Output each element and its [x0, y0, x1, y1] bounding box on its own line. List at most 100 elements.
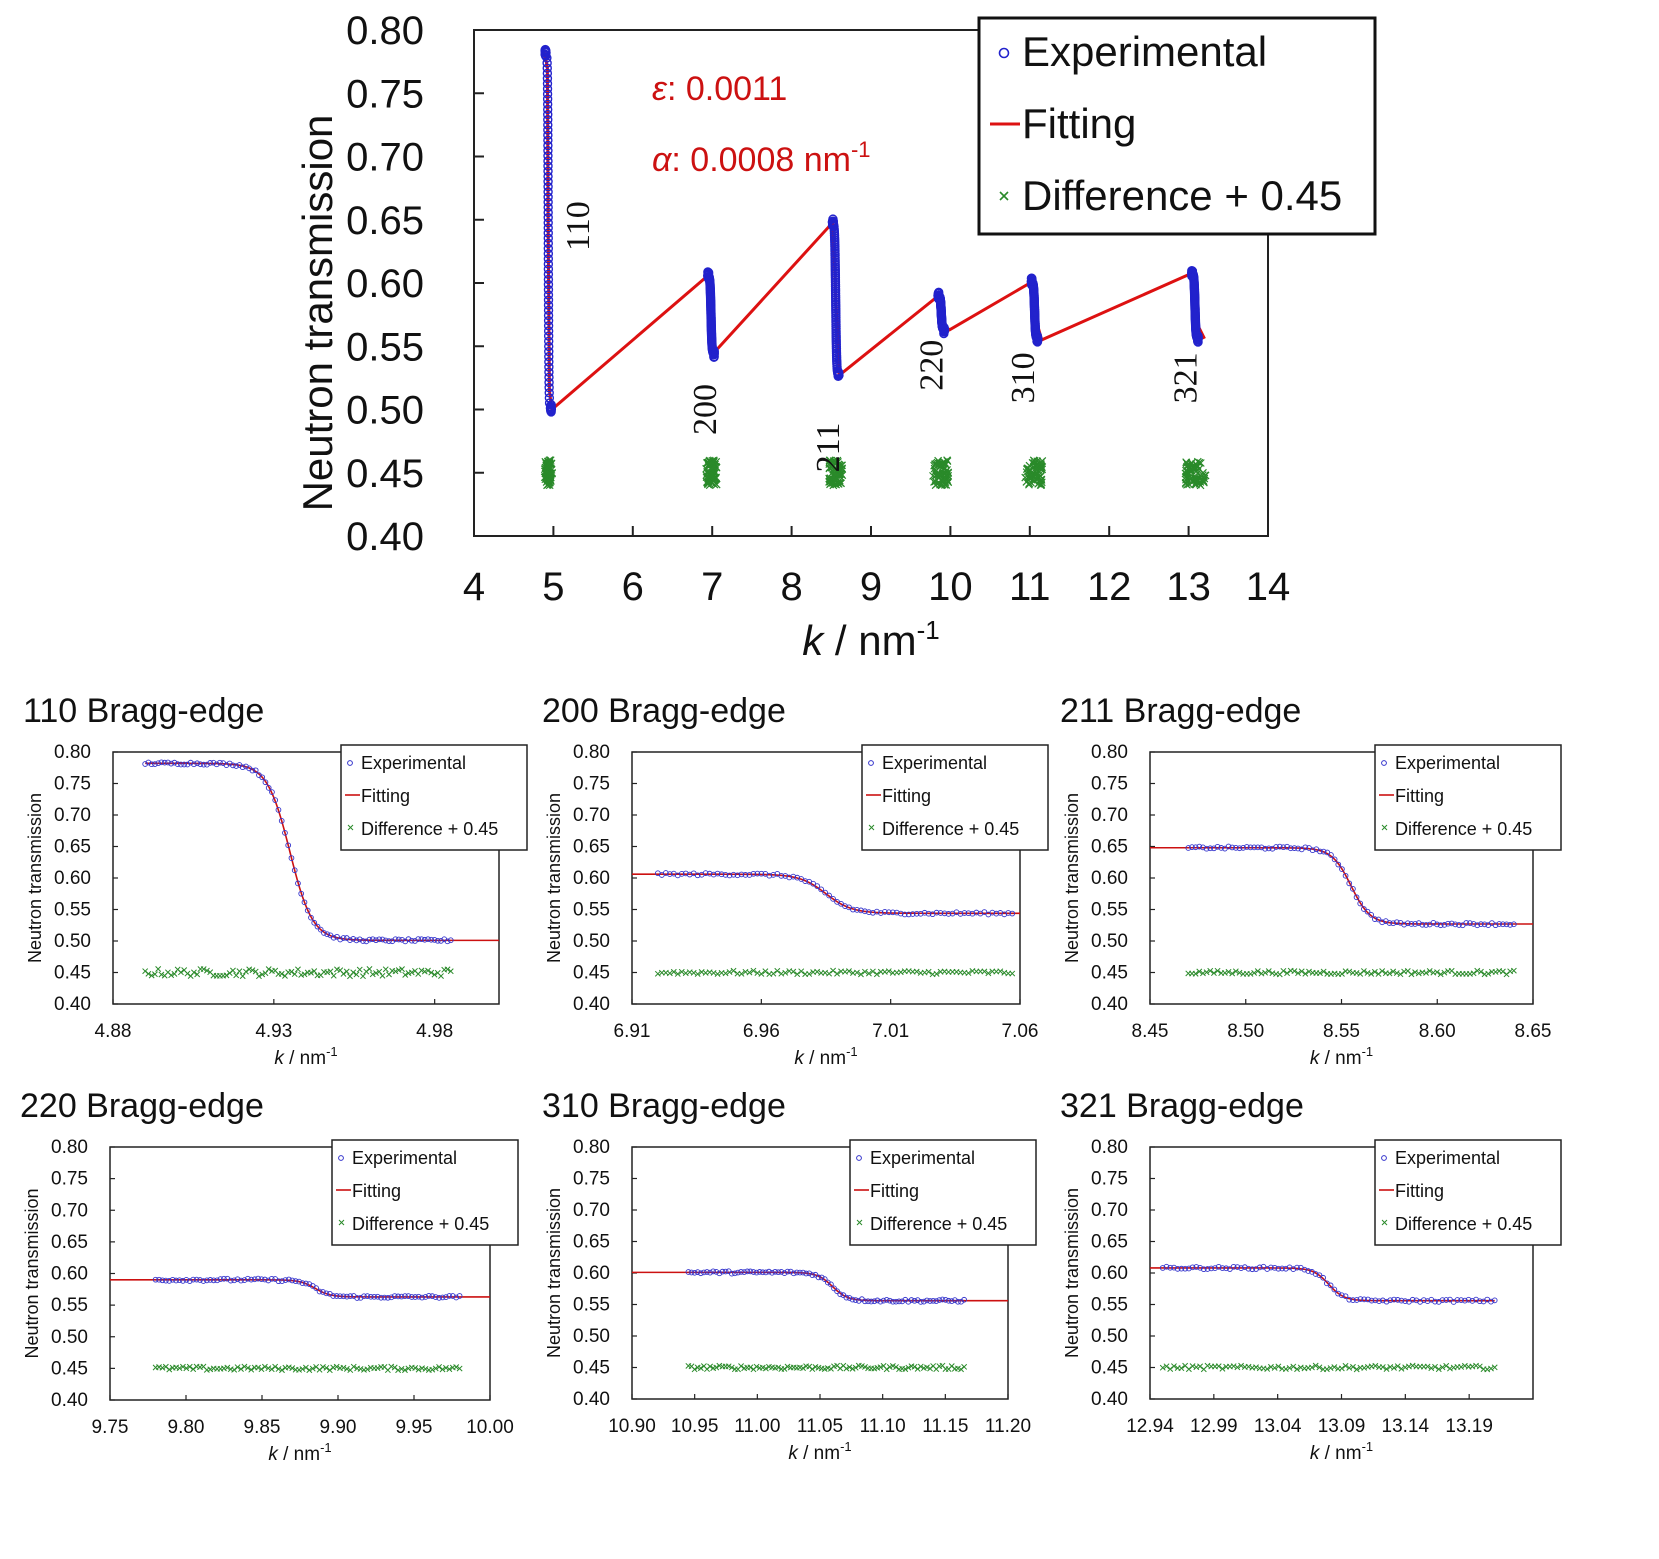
experimental-point — [744, 1268, 751, 1275]
experimental-point — [1408, 921, 1415, 927]
experimental-point — [248, 1276, 255, 1283]
difference-point — [770, 970, 777, 977]
experimental-point — [1276, 843, 1283, 850]
experimental-point — [1317, 848, 1323, 855]
experimental-point — [369, 936, 376, 943]
experimental-point — [543, 182, 553, 192]
difference-point — [1424, 1363, 1431, 1370]
difference-point — [762, 968, 769, 975]
experimental-series — [1159, 1263, 1498, 1305]
experimental-point — [905, 1298, 912, 1305]
x-axis-label: k / nm-1 — [794, 1044, 857, 1069]
difference-point — [1446, 1365, 1453, 1372]
x-axis-label-unit: / nm — [284, 1048, 326, 1069]
experimental-point — [381, 1294, 388, 1301]
experimental-point — [815, 1274, 822, 1281]
experimental-point — [320, 1289, 326, 1295]
experimental-point — [766, 872, 773, 879]
experimental-point — [291, 867, 298, 874]
experimental-point — [885, 909, 892, 916]
experimental-point — [388, 1294, 395, 1301]
difference-point — [148, 972, 155, 979]
experimental-point — [1491, 1297, 1498, 1304]
difference-point — [327, 968, 334, 975]
difference-point — [837, 461, 846, 470]
difference-point — [1342, 1362, 1349, 1369]
difference-point — [762, 1365, 769, 1372]
difference-point — [1443, 1362, 1450, 1369]
experimental-point — [1412, 921, 1418, 927]
difference-point — [436, 1363, 443, 1370]
difference-point — [965, 970, 972, 977]
difference-point — [1415, 970, 1422, 977]
difference-point — [798, 968, 805, 975]
experimental-point — [874, 1297, 881, 1304]
experimental-point — [1320, 1274, 1326, 1281]
experimental-point — [207, 760, 214, 766]
experimental-point — [197, 761, 204, 768]
y-tick-label: 0.70 — [51, 1200, 88, 1221]
difference-point — [194, 971, 201, 978]
difference-point — [934, 473, 942, 482]
difference-point — [981, 968, 988, 975]
difference-series — [152, 1363, 463, 1374]
experimental-point — [939, 328, 949, 339]
y-tick-label: 0.50 — [51, 1327, 88, 1348]
experimental-point — [1219, 1265, 1226, 1271]
experimental-point — [1437, 922, 1444, 929]
experimental-point — [1204, 1266, 1211, 1272]
x-tick-label: 12 — [1087, 565, 1132, 609]
experimental-point — [886, 1297, 893, 1304]
experimental-point — [379, 936, 386, 943]
difference-point — [1323, 1366, 1330, 1373]
experimental-point — [1361, 1296, 1368, 1303]
experimental-point — [1240, 845, 1247, 851]
legend-label-difference: Difference + 0.45 — [1395, 819, 1532, 839]
experimental-point — [159, 1277, 166, 1284]
experimental-point — [901, 911, 908, 918]
experimental-point — [1178, 1265, 1185, 1272]
difference-point — [1394, 1363, 1401, 1370]
difference-point — [545, 469, 554, 477]
plot-area — [142, 759, 499, 980]
legend: Experimental Fitting Difference + 0.45 — [1374, 744, 1562, 851]
difference-point — [265, 1365, 272, 1372]
experimental-point — [316, 1288, 323, 1295]
difference-point — [343, 968, 350, 975]
legend-label-difference: Difference + 0.45 — [1395, 1214, 1532, 1234]
x-tick-label: 9.80 — [168, 1417, 205, 1438]
difference-point — [1265, 968, 1272, 975]
experimental-point — [1481, 921, 1488, 928]
experimental-point — [371, 1293, 378, 1300]
experimental-point — [732, 1270, 738, 1277]
experimental-point — [543, 243, 554, 254]
difference-point — [350, 1363, 357, 1370]
experimental-point — [1284, 843, 1290, 850]
experimental-point — [852, 1297, 859, 1303]
experimental-point — [855, 1298, 862, 1304]
difference-point — [366, 965, 373, 972]
legend-label-fitting: Fitting — [882, 786, 931, 806]
experimental-point — [1282, 1265, 1289, 1272]
difference-point — [1178, 1365, 1185, 1372]
experimental-point — [702, 870, 709, 876]
difference-point — [853, 969, 860, 976]
experimental-point — [784, 1268, 791, 1275]
experimental-point — [251, 1276, 258, 1283]
y-tick-label: 0.65 — [1091, 837, 1128, 858]
experimental-point — [1500, 921, 1506, 928]
y-tick-label: 0.45 — [1091, 963, 1128, 984]
y-tick-label: 0.65 — [346, 199, 424, 243]
difference-point — [710, 969, 717, 976]
difference-point — [708, 478, 717, 487]
experimental-point — [897, 910, 904, 917]
experimental-point — [1258, 844, 1265, 851]
y-tick-label: 0.70 — [573, 805, 610, 826]
x-axis-label-sup: -1 — [1362, 1439, 1374, 1454]
experimental-point — [666, 871, 673, 877]
experimental-point — [174, 761, 181, 767]
experimental-point — [1434, 921, 1440, 928]
x-tick-label: 7.01 — [872, 1021, 909, 1042]
experimental-point — [1212, 1265, 1218, 1271]
legend-label-experimental: Experimental — [882, 753, 987, 773]
